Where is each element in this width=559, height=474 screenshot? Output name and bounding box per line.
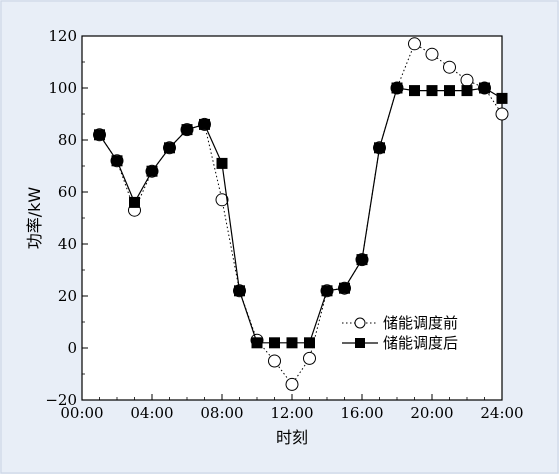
data-point [164, 142, 175, 154]
data-point [269, 337, 280, 349]
x-tick-label: 24:00 [480, 404, 523, 422]
data-point [181, 124, 193, 136]
data-point [496, 92, 508, 104]
data-point [444, 85, 455, 97]
y-axis-label: 功率/kW [25, 187, 44, 250]
y-tick-label: 0 [67, 339, 77, 357]
x-tick-label: 00:00 [60, 404, 103, 422]
y-tick-label: 20 [58, 287, 77, 305]
x-tick-label: 04:00 [130, 404, 173, 422]
x-tick-label: 16:00 [340, 404, 383, 422]
x-tick-label: 12:00 [270, 404, 313, 422]
data-point [460, 73, 474, 87]
data-point [425, 47, 439, 61]
data-point [215, 193, 229, 207]
data-point [374, 142, 385, 154]
y-tick-label: 120 [48, 27, 77, 45]
y-tick-label: 40 [58, 235, 77, 253]
legend-marker-after [355, 338, 365, 348]
data-point [495, 107, 509, 121]
data-point [356, 254, 368, 266]
data-point [199, 118, 210, 130]
data-point [268, 354, 281, 368]
legend-label-after: 储能调度后 [383, 334, 458, 352]
legend: 储能调度前 储能调度后 [342, 314, 458, 352]
data-point [303, 351, 316, 365]
y-tick-label: −20 [45, 391, 77, 409]
data-point [461, 85, 473, 97]
data-point [216, 157, 228, 169]
x-tick-label: 20:00 [410, 404, 453, 422]
data-point [479, 82, 490, 94]
legend-marker-before [354, 317, 366, 329]
data-point [426, 85, 438, 97]
data-point [251, 337, 263, 349]
data-point [321, 285, 333, 297]
data-point [286, 337, 298, 349]
data-point [129, 196, 140, 208]
data-point [234, 285, 245, 297]
x-axis: 00:00 04:00 08:00 12:00 16:00 20:00 24:00 [60, 394, 524, 422]
y-tick-label: 80 [58, 131, 77, 149]
data-point [443, 60, 456, 74]
y-tick-label: 100 [48, 79, 77, 97]
legend-label-before: 储能调度前 [383, 314, 458, 332]
data-point [408, 37, 421, 51]
y-axis: −20 0 20 40 60 80 100 120 [45, 27, 88, 409]
data-point [339, 282, 350, 294]
data-point [94, 129, 105, 141]
data-point [146, 165, 158, 177]
data-point [111, 155, 123, 167]
y-tick-label: 60 [58, 183, 77, 201]
series-after [94, 82, 508, 349]
data-point [391, 82, 403, 94]
data-point [409, 85, 420, 97]
data-point [285, 377, 299, 391]
series-layer [93, 37, 509, 391]
data-point [304, 337, 315, 349]
x-tick-label: 08:00 [200, 404, 243, 422]
x-axis-label: 时刻 [276, 428, 308, 447]
